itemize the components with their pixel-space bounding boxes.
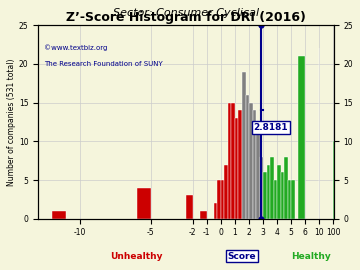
Bar: [288, 180, 291, 219]
Bar: [252, 110, 256, 219]
Bar: [263, 172, 267, 219]
Bar: [136, 188, 150, 219]
Text: ©www.textbiz.org: ©www.textbiz.org: [44, 45, 107, 51]
Bar: [291, 180, 295, 219]
Bar: [217, 180, 221, 219]
Bar: [228, 103, 231, 219]
Bar: [277, 164, 281, 219]
Bar: [256, 134, 260, 219]
Bar: [281, 172, 284, 219]
Y-axis label: Number of companies (531 total): Number of companies (531 total): [7, 58, 16, 186]
Text: Score: Score: [228, 252, 256, 261]
Text: 2.8181: 2.8181: [253, 123, 288, 132]
Bar: [246, 95, 249, 219]
Bar: [200, 211, 207, 219]
Bar: [260, 157, 263, 219]
Bar: [274, 180, 277, 219]
Text: Sector: Consumer Cyclical: Sector: Consumer Cyclical: [113, 8, 259, 18]
Text: The Research Foundation of SUNY: The Research Foundation of SUNY: [44, 61, 163, 67]
Text: Unhealthy: Unhealthy: [110, 252, 163, 261]
Bar: [284, 157, 288, 219]
Bar: [242, 72, 246, 219]
Bar: [186, 195, 193, 219]
Bar: [224, 164, 228, 219]
Bar: [221, 180, 224, 219]
Bar: [235, 118, 238, 219]
Bar: [267, 164, 270, 219]
Bar: [52, 211, 66, 219]
Text: Healthy: Healthy: [291, 252, 330, 261]
Bar: [238, 110, 242, 219]
Bar: [298, 56, 305, 219]
Bar: [214, 203, 217, 219]
Bar: [249, 103, 252, 219]
Bar: [270, 157, 274, 219]
Title: Z’-Score Histogram for DRI (2016): Z’-Score Histogram for DRI (2016): [66, 11, 306, 24]
Bar: [231, 103, 235, 219]
